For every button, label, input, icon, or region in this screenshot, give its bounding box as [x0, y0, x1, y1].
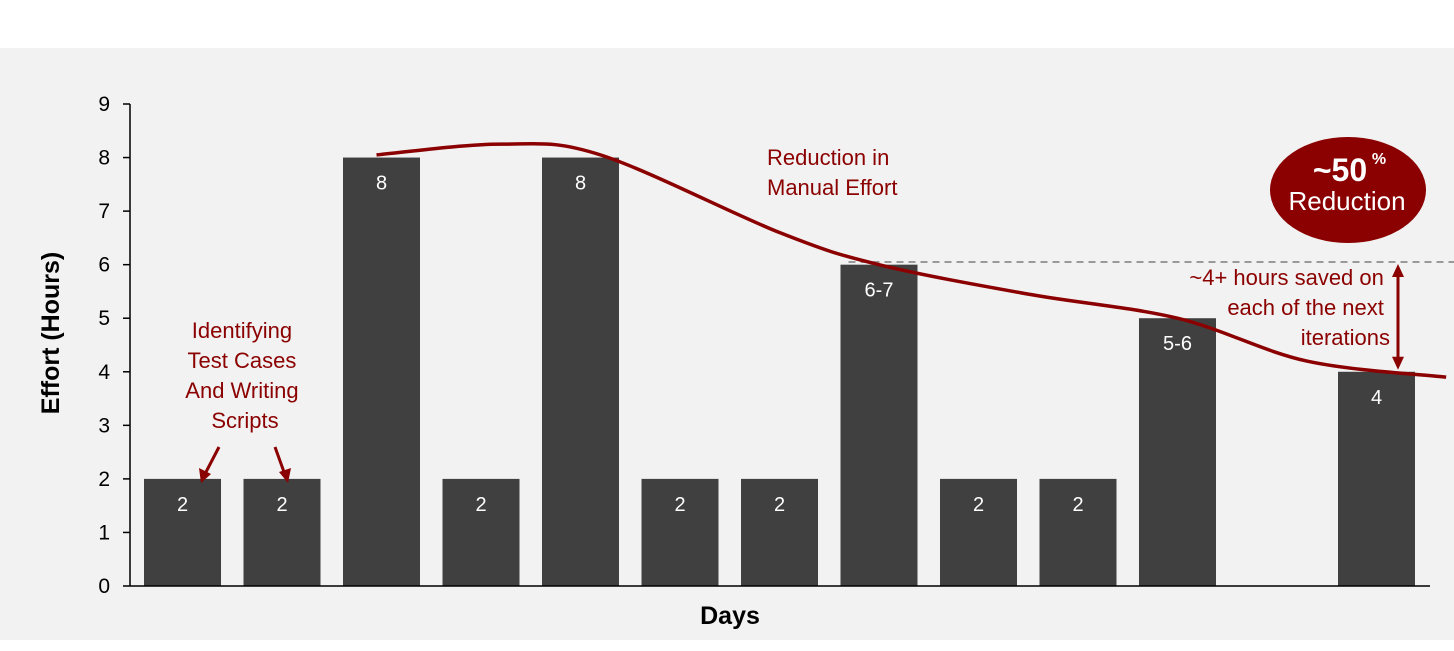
bar: [741, 478, 818, 586]
y-axis: 0 1 2 3 4 5 6 7 8 9: [98, 93, 130, 598]
badge-big-text: ~50: [1313, 152, 1367, 188]
y-tick-label: 6: [98, 254, 110, 277]
y-axis-title: Effort (Hours): [37, 252, 65, 414]
bar-value-label: 8: [376, 173, 387, 195]
bar: [243, 478, 321, 586]
bar-value-label: 5-6: [1163, 333, 1192, 355]
bar: [641, 478, 719, 586]
double-arrow-head-bottom: [1392, 356, 1404, 370]
bar-value-label: 2: [276, 494, 287, 516]
annotation-identifying: Identifying Test Cases And Writing Scrip…: [185, 318, 304, 433]
bar: [442, 478, 520, 586]
arrow-left-head: [199, 468, 211, 483]
bar-value-label: 2: [973, 494, 984, 516]
reduction-badge: ~50 % Reduction: [1270, 137, 1426, 243]
y-tick-label: 9: [98, 93, 110, 116]
bar-value-label: 2: [774, 494, 785, 516]
bar: [343, 157, 420, 587]
y-tick-label: 7: [98, 200, 110, 223]
bar: [144, 478, 221, 586]
arrow-left-shaft: [204, 446, 221, 473]
trend-line: [376, 141, 1447, 379]
bars: [144, 157, 1415, 587]
bar: [1039, 478, 1117, 586]
badge-ellipse: [1270, 137, 1426, 243]
bar: [840, 264, 918, 586]
double-arrow-head-top: [1392, 263, 1404, 277]
x-axis-title: Days: [700, 602, 760, 630]
bar-value-label: 2: [674, 494, 685, 516]
arrow-right-head: [279, 468, 291, 483]
arrow-right-shaft: [273, 446, 286, 473]
bar: [940, 478, 1017, 586]
bar-value-label: 6-7: [865, 280, 894, 302]
bar-value-label: 2: [475, 494, 486, 516]
bar: [1338, 371, 1415, 586]
y-tick-label: 0: [98, 575, 110, 598]
bar-value-label: 8: [575, 173, 586, 195]
y-tick-label: 1: [98, 521, 110, 544]
y-tick-label: 8: [98, 147, 110, 170]
badge-percent: %: [1372, 151, 1386, 168]
bar-value-label: 2: [1072, 494, 1083, 516]
y-tick-label: 5: [98, 307, 110, 330]
y-tick-label: 4: [98, 361, 110, 384]
bar: [1139, 318, 1216, 586]
annotation-hours-saved: ~4+ hours saved on each of the next iter…: [1189, 265, 1390, 350]
badge-sub-text: Reduction: [1288, 186, 1405, 216]
bar: [542, 157, 619, 587]
bar-value-label: 2: [177, 494, 188, 516]
arrows: [199, 263, 1404, 483]
bar-value-label: 4: [1371, 387, 1382, 409]
y-tick-label: 3: [98, 414, 110, 437]
y-tick-label: 2: [98, 468, 110, 491]
bar-labels: 2 2 8 2 8 2 2 6-7 2 2 5-6 4: [177, 173, 1382, 516]
annotation-reduction: Reduction in Manual Effort: [767, 145, 897, 200]
